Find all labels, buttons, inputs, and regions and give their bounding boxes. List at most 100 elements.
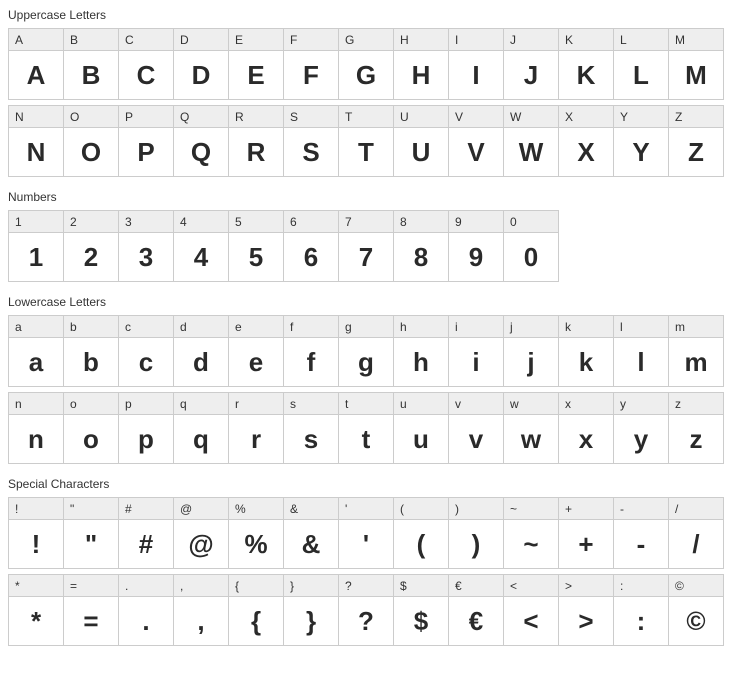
char-cell[interactable]: >> <box>558 574 614 646</box>
char-cell[interactable]: 88 <box>393 210 449 282</box>
char-cell[interactable]: // <box>668 497 724 569</box>
char-cell[interactable]: NN <box>8 105 64 177</box>
char-cell[interactable]: kk <box>558 315 614 387</box>
char-cell[interactable]: JJ <box>503 28 559 100</box>
char-cell[interactable]: 00 <box>503 210 559 282</box>
char-cell[interactable]: zz <box>668 392 724 464</box>
char-cell[interactable]: hh <box>393 315 449 387</box>
char-cell[interactable]: )) <box>448 497 504 569</box>
char-cell[interactable]: ## <box>118 497 174 569</box>
char-label: : <box>614 575 668 597</box>
char-cell[interactable]: ~~ <box>503 497 559 569</box>
char-cell[interactable]: OO <box>63 105 119 177</box>
char-cell[interactable]: cc <box>118 315 174 387</box>
char-cell[interactable]: rr <box>228 392 284 464</box>
char-cell[interactable]: 55 <box>228 210 284 282</box>
char-cell[interactable]: AA <box>8 28 64 100</box>
char-cell[interactable]: ee <box>228 315 284 387</box>
char-label: O <box>64 106 118 128</box>
char-cell[interactable]: 22 <box>63 210 119 282</box>
char-cell[interactable]: $$ <box>393 574 449 646</box>
char-cell[interactable]: GG <box>338 28 394 100</box>
char-cell[interactable]: VV <box>448 105 504 177</box>
char-cell[interactable]: }} <box>283 574 339 646</box>
char-cell[interactable]: 99 <box>448 210 504 282</box>
char-cell[interactable]: RR <box>228 105 284 177</box>
char-cell[interactable]: ©© <box>668 574 724 646</box>
char-cell[interactable]: ZZ <box>668 105 724 177</box>
char-cell[interactable]: bb <box>63 315 119 387</box>
char-cell[interactable]: ,, <box>173 574 229 646</box>
char-cell[interactable]: vv <box>448 392 504 464</box>
char-cell[interactable]: ww <box>503 392 559 464</box>
char-cell[interactable]: ** <box>8 574 64 646</box>
char-label: J <box>504 29 558 51</box>
char-cell[interactable]: 77 <box>338 210 394 282</box>
char-cell[interactable]: @@ <box>173 497 229 569</box>
char-label: c <box>119 316 173 338</box>
char-cell[interactable]: ff <box>283 315 339 387</box>
char-cell[interactable]: ii <box>448 315 504 387</box>
char-cell[interactable]: UU <box>393 105 449 177</box>
char-cell[interactable]: dd <box>173 315 229 387</box>
char-cell[interactable]: ll <box>613 315 669 387</box>
char-cell[interactable]: gg <box>338 315 394 387</box>
char-cell[interactable]: KK <box>558 28 614 100</box>
char-cell[interactable]: EE <box>228 28 284 100</box>
char-cell[interactable]: :: <box>613 574 669 646</box>
char-cell[interactable]: DD <box>173 28 229 100</box>
char-cell[interactable]: && <box>283 497 339 569</box>
char-cell[interactable]: tt <box>338 392 394 464</box>
char-cell[interactable]: CC <box>118 28 174 100</box>
char-cell[interactable]: TT <box>338 105 394 177</box>
char-label: © <box>669 575 723 597</box>
char-label: " <box>64 498 118 520</box>
char-cell[interactable]: WW <box>503 105 559 177</box>
char-cell[interactable]: SS <box>283 105 339 177</box>
char-cell[interactable]: !! <box>8 497 64 569</box>
char-cell[interactable]: XX <box>558 105 614 177</box>
char-cell[interactable]: FF <box>283 28 339 100</box>
char-cell[interactable]: 33 <box>118 210 174 282</box>
char-cell[interactable]: == <box>63 574 119 646</box>
char-cell[interactable]: YY <box>613 105 669 177</box>
char-cell[interactable]: {{ <box>228 574 284 646</box>
char-cell[interactable]: pp <box>118 392 174 464</box>
char-cell[interactable]: €€ <box>448 574 504 646</box>
char-glyph: ' <box>339 520 393 568</box>
char-cell[interactable]: qq <box>173 392 229 464</box>
char-cell[interactable]: BB <box>63 28 119 100</box>
char-cell[interactable]: uu <box>393 392 449 464</box>
char-cell[interactable]: MM <box>668 28 724 100</box>
char-cell[interactable]: oo <box>63 392 119 464</box>
char-cell[interactable]: aa <box>8 315 64 387</box>
char-label: D <box>174 29 228 51</box>
char-cell[interactable]: ++ <box>558 497 614 569</box>
char-glyph: © <box>669 597 723 645</box>
section-uppercase-letters: Uppercase LettersAABBCCDDEEFFGGHHIIJJKKL… <box>8 8 740 176</box>
char-cell[interactable]: PP <box>118 105 174 177</box>
char-cell[interactable]: jj <box>503 315 559 387</box>
char-cell[interactable]: ?? <box>338 574 394 646</box>
char-cell[interactable]: -- <box>613 497 669 569</box>
char-cell[interactable]: (( <box>393 497 449 569</box>
char-cell[interactable]: xx <box>558 392 614 464</box>
char-cell[interactable]: ss <box>283 392 339 464</box>
char-cell[interactable]: %% <box>228 497 284 569</box>
char-cell[interactable]: HH <box>393 28 449 100</box>
char-cell[interactable]: II <box>448 28 504 100</box>
char-cell[interactable]: "" <box>63 497 119 569</box>
char-cell[interactable]: 66 <box>283 210 339 282</box>
char-cell[interactable]: '' <box>338 497 394 569</box>
char-glyph: 7 <box>339 233 393 281</box>
char-cell[interactable]: .. <box>118 574 174 646</box>
char-cell[interactable]: 44 <box>173 210 229 282</box>
char-cell[interactable]: nn <box>8 392 64 464</box>
char-cell[interactable]: LL <box>613 28 669 100</box>
char-cell[interactable]: mm <box>668 315 724 387</box>
char-cell[interactable]: QQ <box>173 105 229 177</box>
char-glyph: F <box>284 51 338 99</box>
char-cell[interactable]: << <box>503 574 559 646</box>
char-cell[interactable]: yy <box>613 392 669 464</box>
char-cell[interactable]: 11 <box>8 210 64 282</box>
